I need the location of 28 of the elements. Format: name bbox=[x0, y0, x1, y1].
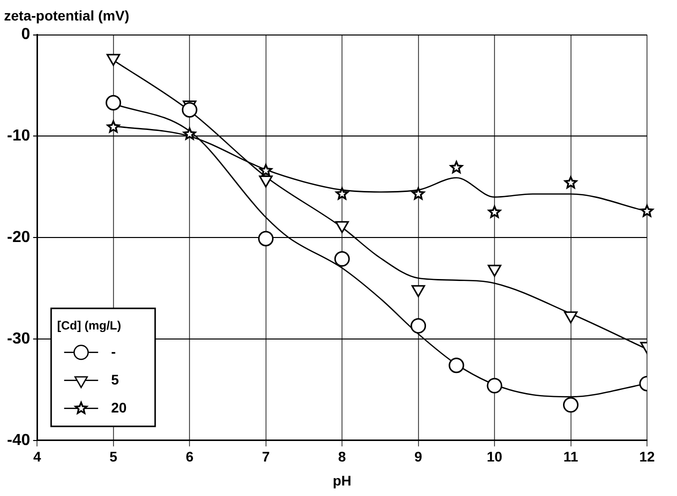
x-tick-label: 8 bbox=[338, 448, 346, 465]
point bbox=[334, 251, 350, 267]
y-tick-label: -10 bbox=[7, 128, 30, 145]
point bbox=[182, 102, 198, 118]
y-tick-label: -40 bbox=[7, 432, 30, 449]
x-tick-label: 7 bbox=[262, 448, 270, 465]
x-tick-label: 9 bbox=[414, 448, 422, 465]
point bbox=[486, 378, 502, 394]
point bbox=[410, 318, 426, 334]
x-tick-label: 6 bbox=[186, 448, 194, 465]
point bbox=[106, 94, 122, 110]
point bbox=[448, 358, 464, 374]
x-tick-label: 5 bbox=[109, 448, 118, 465]
y-axis-title: zeta-potential (mV) bbox=[4, 7, 130, 24]
y-tick-label: 0 bbox=[21, 26, 30, 44]
y-tick-label: -20 bbox=[7, 229, 30, 246]
x-axis-title: pH bbox=[332, 472, 352, 488]
legend-title: [Cd] (mg/L) bbox=[57, 318, 122, 333]
y-tick-label: -30 bbox=[7, 330, 30, 348]
x-tick-label: 4 bbox=[33, 448, 42, 465]
x-tick-label: 12 bbox=[639, 448, 655, 465]
x-tick-label: 11 bbox=[563, 448, 578, 465]
x-tick-label: 10 bbox=[486, 448, 503, 465]
legend-label: 5 bbox=[111, 371, 120, 388]
point bbox=[258, 230, 274, 246]
legend-label: - bbox=[111, 343, 116, 360]
legend-label: 20 bbox=[111, 399, 127, 416]
point bbox=[563, 397, 579, 413]
